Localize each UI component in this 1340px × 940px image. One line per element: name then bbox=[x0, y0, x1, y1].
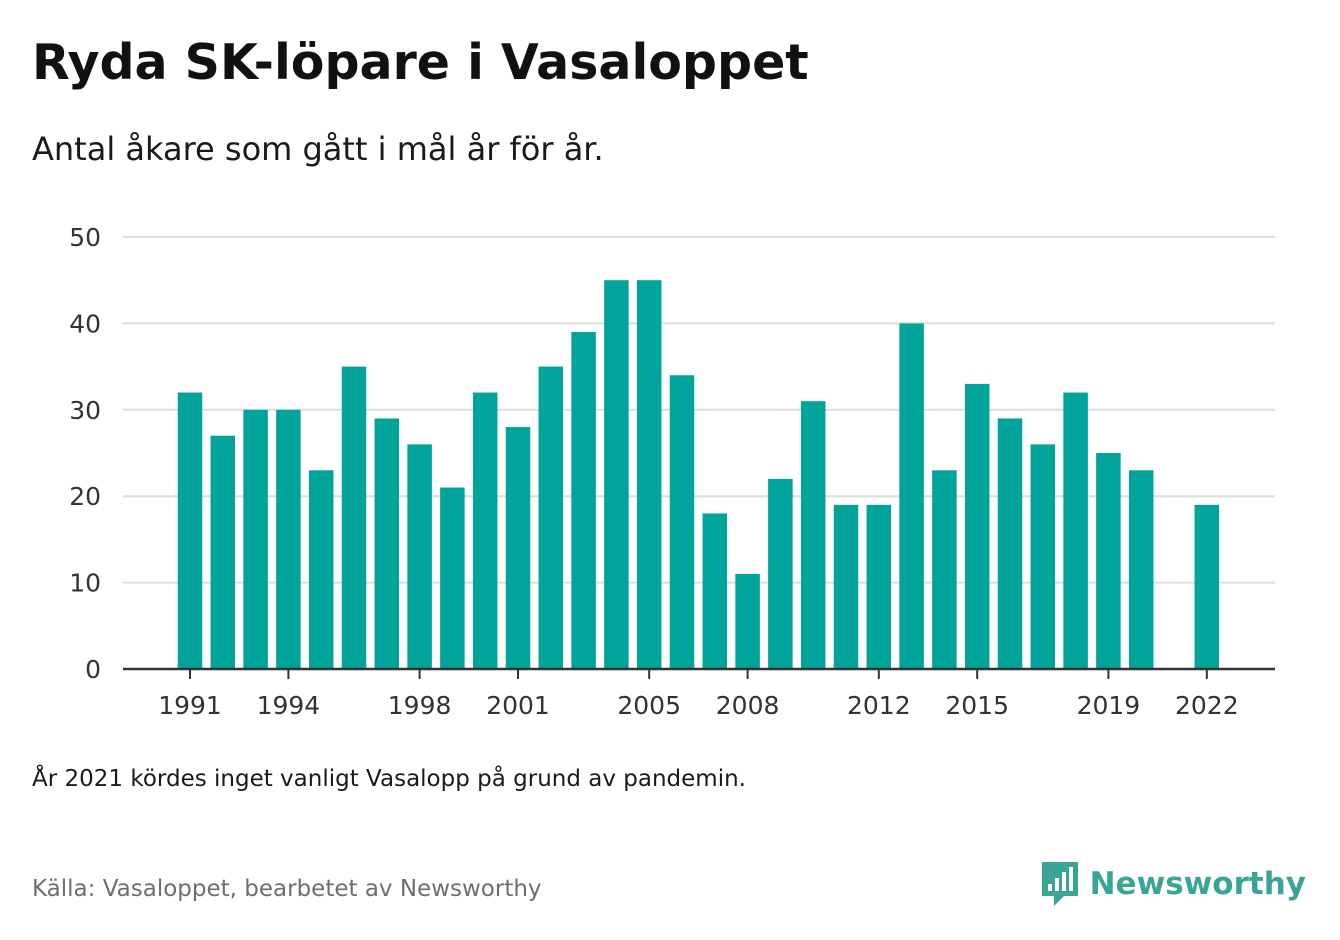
y-tick-label: 40 bbox=[69, 309, 101, 338]
source-credit: Källa: Vasaloppet, bearbetet av Newswort… bbox=[32, 876, 542, 902]
bar-1997 bbox=[374, 418, 400, 669]
x-tick-label: 1994 bbox=[257, 691, 321, 720]
bar-2022 bbox=[1194, 504, 1220, 669]
bar-2014 bbox=[932, 470, 957, 669]
bar-2004 bbox=[604, 280, 629, 669]
x-tick-label: 2005 bbox=[617, 691, 681, 720]
bar-2011 bbox=[833, 504, 859, 669]
bar-2001 bbox=[505, 427, 531, 669]
x-tick-label: 2019 bbox=[1077, 691, 1141, 720]
x-tick-label: 2015 bbox=[945, 691, 1009, 720]
bar-2009 bbox=[768, 478, 793, 669]
bar-chart: 0 10 20 30 40 50 1991 1994 1998 2001 2005 2008 2012… bbox=[69, 223, 1275, 720]
bar-2008 bbox=[735, 573, 760, 669]
bar-1996 bbox=[341, 366, 367, 669]
x-tick-label: 2012 bbox=[847, 691, 911, 720]
bar-1998 bbox=[407, 444, 432, 669]
chart-subtitle: Antal åkare som gått i mål år för år. bbox=[32, 130, 604, 168]
x-tick-label: 1991 bbox=[158, 691, 222, 720]
bar-1993 bbox=[243, 409, 268, 669]
x-tick-label: 2008 bbox=[716, 691, 780, 720]
bar-2012 bbox=[866, 504, 892, 669]
bar-1999 bbox=[440, 487, 465, 669]
newsworthy-logo-icon bbox=[1041, 862, 1078, 906]
bar-2003 bbox=[571, 332, 596, 669]
brand-name: Newsworthy bbox=[1089, 866, 1306, 902]
bar-2013 bbox=[899, 323, 924, 669]
brand-logo: Newsworthy bbox=[1040, 860, 1306, 908]
bar-2015 bbox=[964, 383, 990, 669]
y-tick-label: 10 bbox=[69, 569, 101, 598]
bar-1994 bbox=[276, 409, 301, 669]
y-tick-label: 30 bbox=[69, 396, 101, 425]
bar-2017 bbox=[1030, 444, 1056, 669]
chart-title: Ryda SK-löpare i Vasaloppet bbox=[32, 34, 809, 91]
bar-2000 bbox=[472, 392, 498, 669]
x-tick-label: 1998 bbox=[388, 691, 452, 720]
bar-2002 bbox=[538, 366, 564, 669]
bar-2016 bbox=[997, 418, 1023, 669]
bar-1995 bbox=[308, 470, 334, 669]
bar-2010 bbox=[800, 401, 826, 669]
bar-2019 bbox=[1096, 453, 1121, 669]
bar-2018 bbox=[1063, 392, 1088, 669]
bar-2007 bbox=[702, 513, 728, 669]
bar-2005 bbox=[636, 280, 662, 669]
bar-2006 bbox=[669, 375, 695, 669]
y-tick-label: 0 bbox=[85, 655, 101, 684]
x-tick-label: 2001 bbox=[486, 691, 550, 720]
footnote: År 2021 kördes inget vanligt Vasalopp på… bbox=[32, 766, 746, 792]
y-tick-label: 50 bbox=[69, 223, 101, 252]
x-tick-label: 2022 bbox=[1175, 691, 1239, 720]
bar-1992 bbox=[210, 435, 236, 669]
y-tick-label: 20 bbox=[69, 482, 101, 511]
bar-2020 bbox=[1128, 470, 1154, 669]
bar-1991 bbox=[177, 392, 203, 669]
